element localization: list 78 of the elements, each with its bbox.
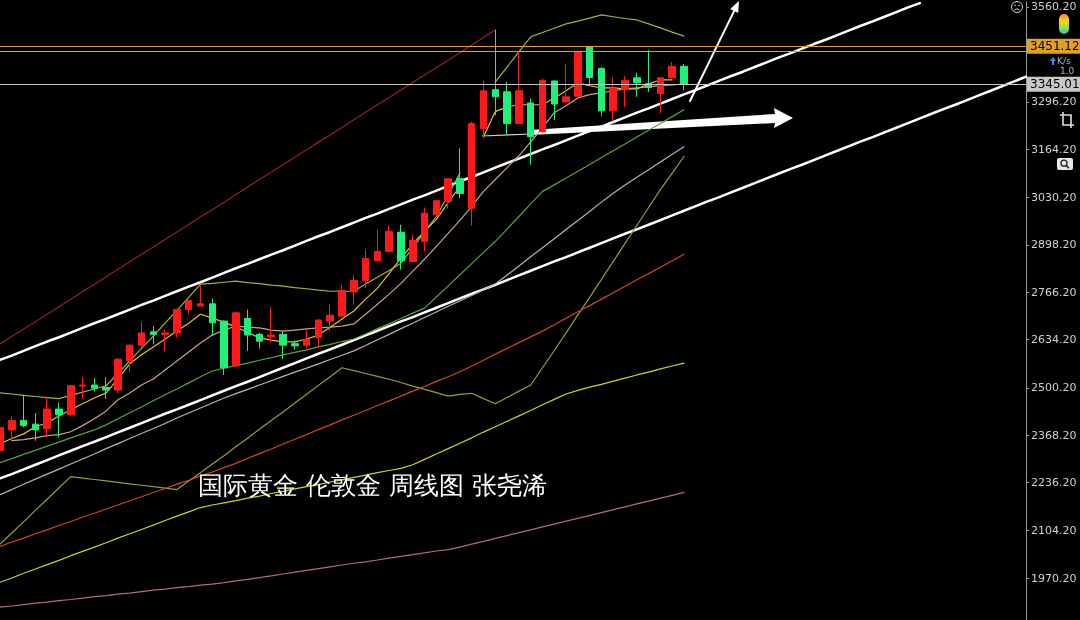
candlestick: [102, 376, 110, 400]
ref-line-label: 3451.12: [1030, 39, 1080, 54]
candlestick: [468, 121, 475, 226]
candlestick: [657, 76, 664, 114]
candlestick: [385, 224, 393, 253]
candlestick: [326, 304, 334, 332]
candlestick: [668, 61, 676, 80]
candlestick: [303, 328, 310, 349]
y-tick-label: 2500.20: [1031, 381, 1077, 395]
candlestick: [209, 297, 216, 337]
candlestick: [433, 199, 440, 216]
candlestick: [444, 177, 452, 210]
text: K/s: [1057, 56, 1071, 66]
candlestick: [609, 76, 617, 122]
candlestick: [232, 311, 240, 368]
candlestick: [409, 234, 417, 263]
candlestick: [562, 63, 570, 104]
candlestick: [138, 321, 145, 349]
candlestick: [574, 49, 582, 98]
candlestick: [527, 98, 534, 166]
candlestick: [291, 339, 299, 350]
candlestick: [161, 328, 169, 352]
line-series: [0, 362, 685, 583]
candlestick: [55, 402, 63, 438]
candlestick: [338, 284, 346, 318]
candlestick: [185, 299, 192, 315]
candlestick: [91, 377, 98, 392]
y-tick-label: 2766.20: [1031, 285, 1077, 299]
candlestick: [32, 412, 39, 442]
y-tick-label: 2898.20: [1031, 238, 1077, 252]
candlestick: [539, 78, 546, 133]
text: 1.0: [1060, 66, 1075, 76]
y-tick-label: 3296.20: [1031, 95, 1077, 109]
candlestick: [421, 207, 428, 252]
candlestick: [43, 397, 51, 438]
candlestick: [220, 319, 228, 376]
candlestick: [515, 51, 523, 125]
candlestick: [114, 357, 122, 395]
y-tick-label: 2236.20: [1031, 476, 1077, 490]
candlestick: [256, 332, 263, 349]
candlestick: [645, 49, 652, 93]
candlestick: [633, 72, 641, 98]
candlestick: [621, 75, 629, 108]
candlestick: [551, 79, 558, 121]
candlestick: [503, 81, 511, 136]
y-tick-label: 2634.20: [1031, 333, 1077, 347]
y-tick-label: 1970.20: [1031, 571, 1077, 585]
candlestick: [267, 306, 275, 344]
candlestick: [680, 63, 688, 91]
candlestick: [197, 284, 204, 307]
candlestick: [374, 229, 381, 262]
candlestick: [492, 29, 499, 116]
y-tick-label: 2104.20: [1031, 523, 1077, 537]
candlestick: [67, 384, 75, 417]
candlestick: [279, 330, 287, 360]
candlestick: [397, 224, 405, 271]
candlestick: [20, 394, 27, 428]
candlestick: [362, 249, 369, 289]
candlestick: [8, 416, 16, 442]
candlestick: [586, 45, 593, 86]
line-series: [0, 29, 496, 345]
ref-line-label: 3345.01: [1030, 77, 1080, 92]
candlestick: [480, 80, 487, 140]
candlestick: [315, 318, 322, 349]
candlestick: [79, 376, 86, 400]
candlestick: [126, 343, 133, 373]
candlestick: [150, 325, 157, 345]
candlestick: [173, 308, 181, 339]
y-tick-label: 2368.20: [1031, 428, 1077, 442]
candlestick: [350, 274, 358, 306]
candlestick: [244, 309, 251, 352]
line-series: [0, 253, 685, 547]
y-tick-label: 3030.20: [1031, 190, 1077, 204]
y-tick-label: 3164.20: [1031, 142, 1077, 156]
candlestick: [598, 66, 605, 117]
y-tick-label: 3560.20: [1031, 0, 1077, 14]
candlestick: [456, 147, 464, 199]
line-series: [0, 1, 922, 362]
